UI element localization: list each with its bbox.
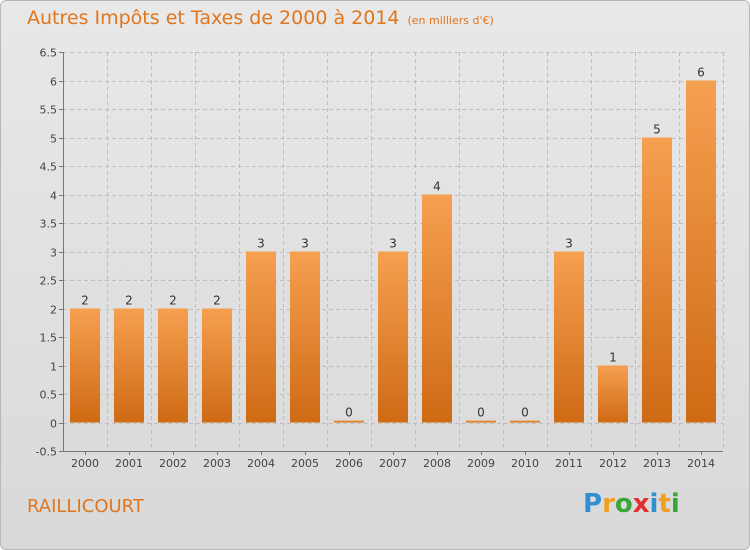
bar xyxy=(686,80,716,423)
bars xyxy=(70,80,716,423)
y-tick-label: 2 xyxy=(50,304,57,317)
logo-letter: P xyxy=(583,489,603,519)
value-label: 2 xyxy=(81,294,89,308)
x-tick-label: 2010 xyxy=(511,457,539,470)
value-label: 3 xyxy=(389,237,397,251)
bar xyxy=(334,420,364,423)
y-tick-label: 4 xyxy=(50,190,57,203)
value-label: 0 xyxy=(477,406,485,420)
chart-title-main: Autres Impôts et Taxes de 2000 à 2014 xyxy=(27,7,400,29)
x-tick-label: 2008 xyxy=(423,457,451,470)
bar xyxy=(598,365,628,423)
x-tick-label: 2007 xyxy=(379,457,407,470)
labels: 2 2 2 2 3 3 0 3 4 0 0 3 1 5 6 xyxy=(81,66,705,420)
y-tick-label: 2.5 xyxy=(40,275,58,288)
bar xyxy=(378,251,408,423)
value-label: 5 xyxy=(653,123,661,137)
y-tick-label: 0.5 xyxy=(40,389,58,402)
y-tick-label: 3.5 xyxy=(40,218,58,231)
bar xyxy=(246,251,276,423)
x-tick-label: 2001 xyxy=(115,457,143,470)
y-tick-label: 1.5 xyxy=(40,332,58,345)
chart-title: Autres Impôts et Taxes de 2000 à 2014 (en… xyxy=(27,7,494,29)
chart-title-unit: (en milliers d'€) xyxy=(407,14,494,27)
y-tick-label: 5 xyxy=(50,133,57,146)
y-tick-label: 6.5 xyxy=(40,47,58,60)
bar xyxy=(158,308,188,423)
bar xyxy=(422,194,452,423)
bar xyxy=(466,420,496,423)
bar xyxy=(70,308,100,423)
logo-letter: i xyxy=(670,489,680,519)
logo-letter: x xyxy=(632,489,650,519)
y-tick-label: -0.5 xyxy=(36,446,57,459)
logo-letter: r xyxy=(602,489,615,519)
y-tick-label: 4.5 xyxy=(40,161,58,174)
x-tick-label: 2009 xyxy=(467,457,495,470)
x-tick-label: 2006 xyxy=(335,457,363,470)
value-label: 0 xyxy=(345,406,353,420)
y-tick-label: 6 xyxy=(50,76,57,89)
value-label: 0 xyxy=(521,406,529,420)
bar xyxy=(202,308,232,423)
value-label: 1 xyxy=(609,351,617,365)
y-tick-label: 3 xyxy=(50,247,57,260)
x-tick-label: 2004 xyxy=(247,457,275,470)
value-label: 3 xyxy=(301,237,309,251)
x-tick-label: 2002 xyxy=(159,457,187,470)
x-tick-label: 2013 xyxy=(643,457,671,470)
value-label: 2 xyxy=(169,294,177,308)
value-label: 4 xyxy=(433,180,441,194)
x-tick-label: 2003 xyxy=(203,457,231,470)
logo-letter: t xyxy=(658,489,671,519)
bar xyxy=(290,251,320,423)
logo-letter: o xyxy=(614,489,633,519)
logo-letter: i xyxy=(649,489,659,519)
bar xyxy=(554,251,584,423)
x-tick-label: 2014 xyxy=(687,457,715,470)
value-label: 3 xyxy=(565,237,573,251)
value-label: 6 xyxy=(697,66,705,80)
bar xyxy=(642,137,672,423)
bar xyxy=(510,420,540,423)
proxiti-logo: Proxiti xyxy=(583,489,680,519)
value-label: 3 xyxy=(257,237,265,251)
x-tick-label: 2012 xyxy=(599,457,627,470)
value-label: 2 xyxy=(125,294,133,308)
y-tick-label: 0 xyxy=(50,418,57,431)
x-tick-label: 2011 xyxy=(555,457,583,470)
commune-name: RAILLICOURT xyxy=(27,496,144,517)
x-tick-label: 2000 xyxy=(71,457,99,470)
y-tick-label: 1 xyxy=(50,361,57,374)
bar xyxy=(114,308,144,423)
x-tick-label: 2005 xyxy=(291,457,319,470)
y-tick-label: 5.5 xyxy=(40,104,58,117)
value-label: 2 xyxy=(213,294,221,308)
